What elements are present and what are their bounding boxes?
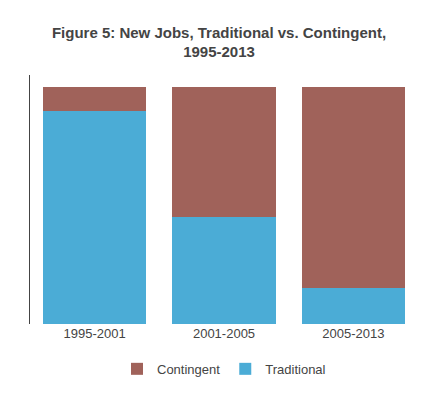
svg-text:Traditional: Traditional [265,362,325,377]
svg-text:2001-2005: 2001-2005 [193,326,255,341]
svg-text:Contingent: Contingent [157,362,220,377]
svg-text:2005-2013: 2005-2013 [322,326,384,341]
svg-text:Figure 5: New Jobs, Traditiona: Figure 5: New Jobs, Traditional vs. Cont… [52,24,386,61]
svg-text:1995-2001: 1995-2001 [64,326,126,341]
